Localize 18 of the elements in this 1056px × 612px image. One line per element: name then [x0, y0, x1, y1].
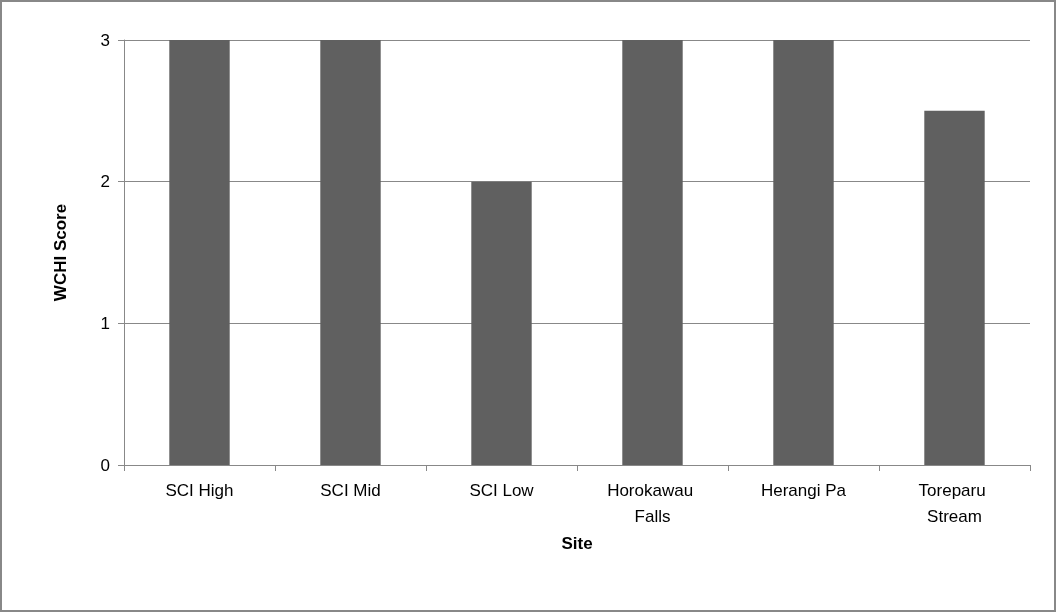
bar — [320, 40, 381, 465]
bar — [773, 40, 834, 465]
bar — [622, 40, 683, 465]
y-tick-label: 1 — [100, 313, 110, 333]
y-tick-label: 3 — [100, 30, 110, 50]
x-tick-label: Horokawau Falls — [607, 480, 698, 526]
x-tick-label: SCI Low — [469, 480, 535, 500]
bar — [169, 40, 230, 465]
bar — [471, 181, 532, 465]
x-tick-label: SCI High — [165, 480, 234, 500]
x-tick-label: Herangi Pa — [760, 480, 847, 500]
y-tick-label: 0 — [100, 455, 110, 475]
x-tick-label: Toreparu Stream — [918, 480, 991, 526]
bar — [924, 110, 985, 465]
x-axis-title: Site — [561, 534, 593, 553]
x-tick-label: SCI Mid — [320, 480, 381, 500]
y-tick-label: 2 — [100, 172, 110, 192]
y-axis-title: WCHI Score — [51, 203, 70, 302]
